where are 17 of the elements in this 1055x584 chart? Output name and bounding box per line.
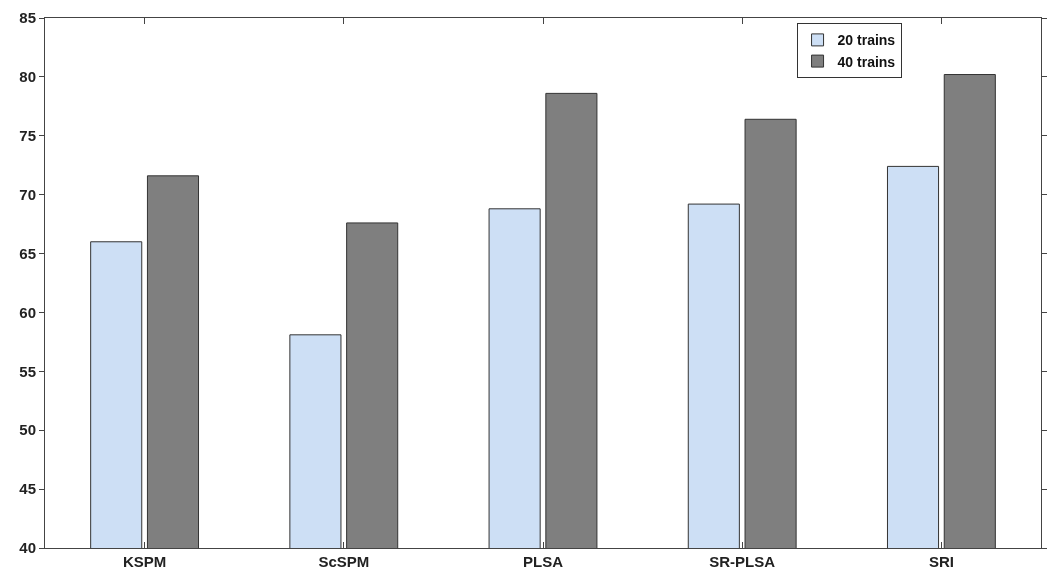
y-tick-label: 60 [19, 303, 36, 321]
legend-label: 20 trains [837, 32, 896, 49]
x-tick-label: PLSA [522, 553, 564, 570]
y-tick-label: 65 [19, 244, 36, 262]
y-tick-label: 70 [19, 185, 36, 203]
y-tick-label: 45 [19, 480, 36, 498]
x-tick-label: KSPM [122, 553, 167, 570]
x-tick-label: SRI [928, 553, 954, 570]
y-tick-label: 75 [19, 127, 36, 145]
y-tick-label: 80 [19, 68, 36, 86]
y-tick-label: 50 [19, 421, 36, 439]
x-tick-label: ScSPM [318, 553, 370, 570]
x-tick-label: SR-PLSA [709, 553, 776, 570]
y-tick-label: 85 [19, 9, 36, 27]
y-tick-label: 40 [19, 539, 36, 557]
y-tick-label: 55 [19, 362, 36, 380]
legend-label: 40 trains [837, 53, 896, 70]
